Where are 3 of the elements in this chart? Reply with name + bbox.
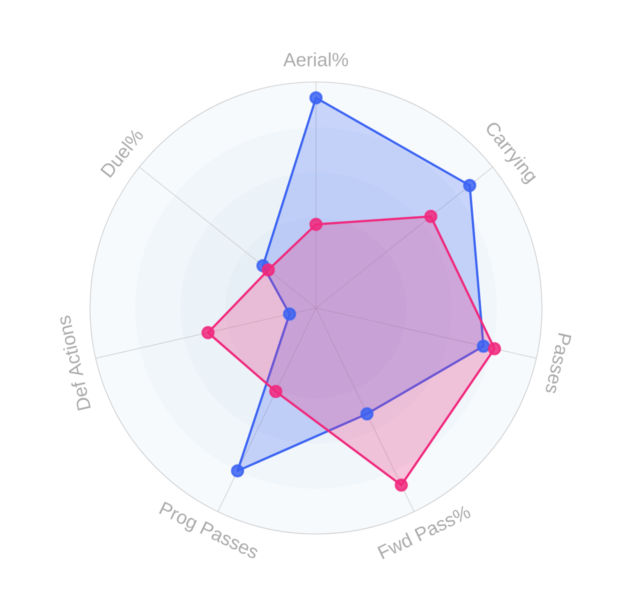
spoke-label: Def Actions [60,316,91,411]
spoke-label: Passes [546,333,572,394]
spoke-label: Aerial% [283,52,348,66]
